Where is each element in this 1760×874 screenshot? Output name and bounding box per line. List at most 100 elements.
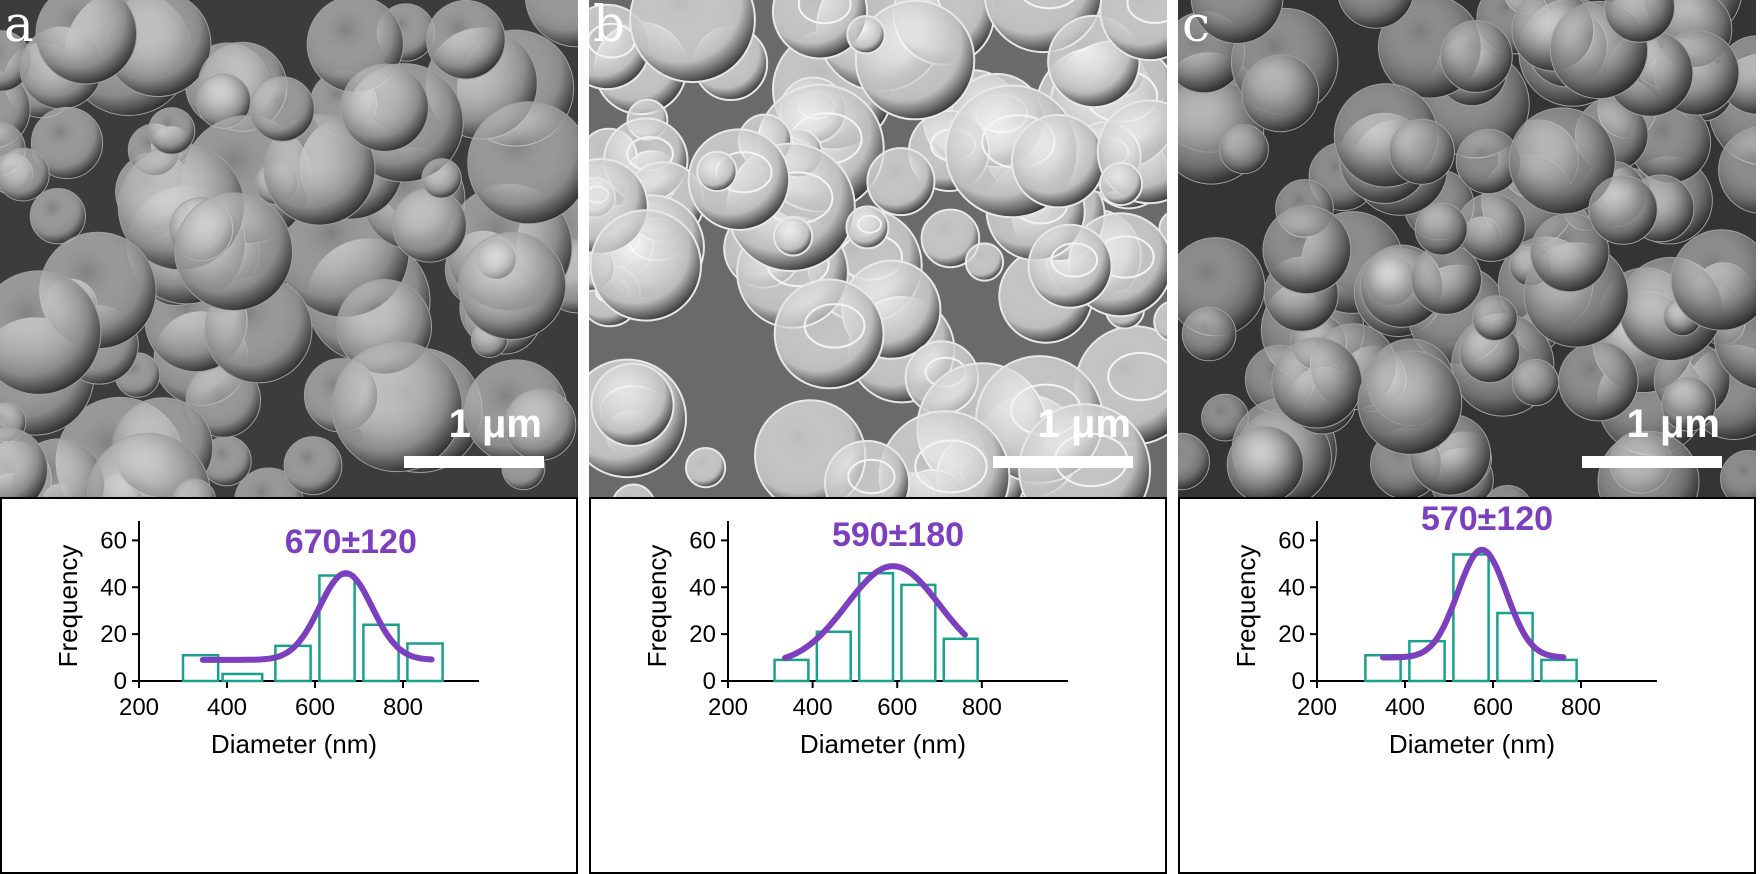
sem-particle bbox=[1027, 223, 1113, 309]
scale-bar-label-c: 1 μm bbox=[1626, 402, 1720, 446]
sem-particle bbox=[1511, 358, 1560, 407]
sem-particle bbox=[392, 187, 467, 263]
sem-particle-rim bbox=[1107, 351, 1167, 402]
sem-particle bbox=[0, 270, 102, 395]
y-tick-label: 60 bbox=[1278, 527, 1305, 554]
sem-particle bbox=[1153, 301, 1167, 342]
sem-particle bbox=[824, 439, 911, 497]
sem-particle-rim bbox=[1023, 0, 1075, 10]
sem-particle bbox=[589, 209, 702, 322]
sem-particle bbox=[696, 150, 738, 193]
panel-letter-a: a bbox=[4, 0, 34, 53]
sem-particle bbox=[30, 106, 104, 180]
sem-particle bbox=[1472, 295, 1518, 342]
x-tick-label: 200 bbox=[708, 694, 748, 721]
x-axis-label: Diameter (nm) bbox=[1389, 729, 1555, 759]
sem-particle-rim bbox=[857, 214, 882, 234]
x-tick-label: 800 bbox=[383, 694, 423, 721]
y-tick-label: 40 bbox=[1278, 574, 1305, 601]
sem-particle-rim bbox=[914, 439, 988, 494]
histogram-bar bbox=[362, 623, 400, 683]
x-axis-label: Diameter (nm) bbox=[211, 729, 377, 759]
scale-bar-a bbox=[404, 456, 544, 468]
scale-bar-c bbox=[1582, 456, 1722, 468]
gaussian-fit-curve bbox=[199, 570, 435, 663]
sem-particle bbox=[773, 278, 885, 390]
sem-particle-rim bbox=[797, 0, 852, 25]
x-tick-label: 800 bbox=[1561, 694, 1601, 721]
sem-particle bbox=[854, 0, 976, 121]
sem-particle bbox=[771, 0, 869, 60]
sem-particle bbox=[1718, 126, 1756, 214]
panel-a: a 1 μm 0 20 40 60 200 400 600 800 Diameter (nm) F… bbox=[0, 0, 578, 874]
histogram-bar bbox=[221, 672, 264, 683]
sem-particle bbox=[1604, 0, 1675, 43]
sem-particle bbox=[1099, 0, 1167, 62]
sem-particle bbox=[1190, 0, 1284, 44]
mean-std-annotation: 590±180 bbox=[832, 516, 964, 554]
y-tick-label: 0 bbox=[114, 668, 127, 695]
y-tick-label: 20 bbox=[689, 621, 716, 648]
sem-particle bbox=[263, 113, 376, 226]
sem-particle bbox=[1011, 114, 1106, 209]
histogram-box-b: 0 20 40 60 200 400 600 800 Diameter (nm) Frequenc… bbox=[589, 497, 1167, 874]
sem-particle bbox=[1262, 205, 1352, 295]
sem-image-b: b 1 μm bbox=[589, 0, 1167, 497]
sem-particle bbox=[685, 447, 727, 489]
scale-bar-label-a: 1 μm bbox=[448, 402, 542, 446]
y-axis-label: Frequency bbox=[642, 545, 672, 668]
y-tick-label: 20 bbox=[100, 621, 127, 648]
y-tick-label: 40 bbox=[689, 574, 716, 601]
sem-particle bbox=[174, 192, 293, 311]
x-tick-label: 400 bbox=[793, 694, 833, 721]
x-tick-label: 600 bbox=[1473, 694, 1513, 721]
gaussian-fit-curve bbox=[782, 563, 968, 661]
sem-particle bbox=[1338, 0, 1413, 29]
sem-particle bbox=[1388, 118, 1455, 185]
sem-particle bbox=[1588, 175, 1658, 245]
histogram-box-c: 0 20 40 60 200 400 600 800 Diameter (nm) Frequenc… bbox=[1178, 497, 1756, 874]
histogram-bar bbox=[1408, 639, 1446, 683]
sem-particle bbox=[1720, 450, 1756, 497]
sem-particle bbox=[1440, 20, 1513, 93]
x-tick-label: 400 bbox=[1385, 694, 1425, 721]
panel-letter-c: c bbox=[1182, 0, 1211, 53]
sem-particle bbox=[467, 101, 578, 225]
y-tick-label: 20 bbox=[1278, 621, 1305, 648]
mean-std-annotation: 570±120 bbox=[1421, 500, 1553, 538]
sem-particle bbox=[1226, 426, 1304, 497]
x-tick-label: 400 bbox=[207, 694, 247, 721]
x-tick-label: 600 bbox=[295, 694, 335, 721]
sem-particle bbox=[35, 0, 138, 85]
sem-particle bbox=[1271, 337, 1363, 429]
sem-particle-rim bbox=[847, 458, 896, 495]
y-tick-label: 40 bbox=[100, 574, 127, 601]
histogram-bar bbox=[857, 571, 895, 683]
sem-particle bbox=[147, 107, 196, 155]
histogram-bar bbox=[1452, 553, 1490, 683]
y-tick-label: 60 bbox=[100, 527, 127, 554]
sem-particle bbox=[172, 478, 216, 497]
panel-letter-b: b bbox=[593, 0, 626, 53]
scale-bar-label-b: 1 μm bbox=[1037, 402, 1131, 446]
sem-particle bbox=[1530, 212, 1610, 293]
mean-std-annotation: 670±120 bbox=[285, 523, 417, 561]
histogram-bar bbox=[942, 637, 979, 683]
sem-particle bbox=[1178, 432, 1210, 491]
sem-particle bbox=[773, 216, 814, 257]
sem-particle bbox=[920, 208, 981, 269]
scale-bar-b bbox=[993, 456, 1133, 468]
sem-particle bbox=[426, 0, 506, 80]
sem-particle bbox=[590, 362, 675, 447]
histogram-bar bbox=[1496, 611, 1534, 683]
sem-particles-a bbox=[0, 0, 578, 497]
y-axis-label: Frequency bbox=[53, 545, 83, 668]
histogram-bar bbox=[815, 630, 852, 683]
histogram-b: 0 20 40 60 200 400 600 800 Diameter (nm) Frequenc… bbox=[642, 516, 1068, 759]
histogram-bar bbox=[181, 653, 220, 683]
panel-c: c 1 μm 0 20 40 60 200 400 600 800 Diameter (nm) F… bbox=[1178, 0, 1756, 874]
sem-particle bbox=[1018, 403, 1152, 497]
sem-particle bbox=[845, 205, 890, 250]
y-axis-label: Frequency bbox=[1231, 545, 1261, 668]
